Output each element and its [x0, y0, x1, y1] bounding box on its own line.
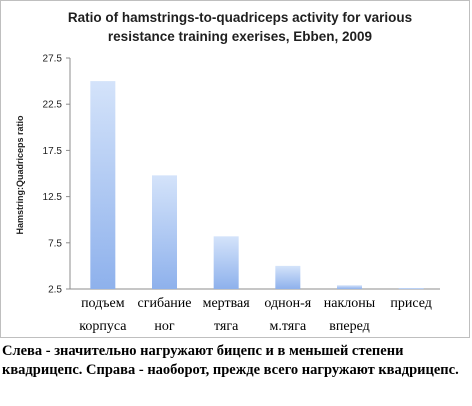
bar: [152, 175, 177, 289]
bar: [398, 288, 424, 290]
x-category-label: мертвая: [203, 296, 251, 311]
chart-title-line-2: resistance training exerises, Ebben, 200…: [108, 29, 372, 44]
x-category-label: корпуса: [79, 319, 127, 334]
bar: [275, 265, 301, 289]
y-tick-label: 17.5: [43, 146, 63, 157]
x-category-label: тяга: [214, 319, 239, 334]
bar: [213, 236, 239, 289]
x-category-label: м.тяга: [269, 319, 306, 334]
caption-text: Слева - значительно нагружают бицепс и в…: [2, 343, 459, 378]
x-category-label: вперед: [329, 319, 369, 334]
x-category-label: ног: [154, 319, 174, 334]
y-tick-label: 7.5: [48, 238, 62, 249]
x-category-label: подъем: [81, 296, 125, 311]
x-category-label: однон-я: [264, 296, 311, 311]
bar: [337, 285, 362, 289]
y-tick-label: 12.5: [43, 192, 63, 203]
x-category-label: присед: [390, 296, 432, 311]
y-axis-label: Hamstring:Quadriceps ratio: [15, 115, 25, 235]
bar-chart: Ratio of hamstrings-to-quadriceps activi…: [15, 10, 440, 334]
y-tick-label: 22.5: [43, 100, 63, 111]
chart-title-line-1: Ratio of hamstrings-to-quadriceps activi…: [68, 10, 412, 25]
y-tick-label: 2.5: [48, 285, 62, 296]
x-category-label: наклоны: [324, 296, 376, 311]
x-category-label: сгибание: [138, 296, 192, 311]
y-tick-label: 27.5: [43, 54, 63, 65]
bar: [90, 81, 116, 289]
